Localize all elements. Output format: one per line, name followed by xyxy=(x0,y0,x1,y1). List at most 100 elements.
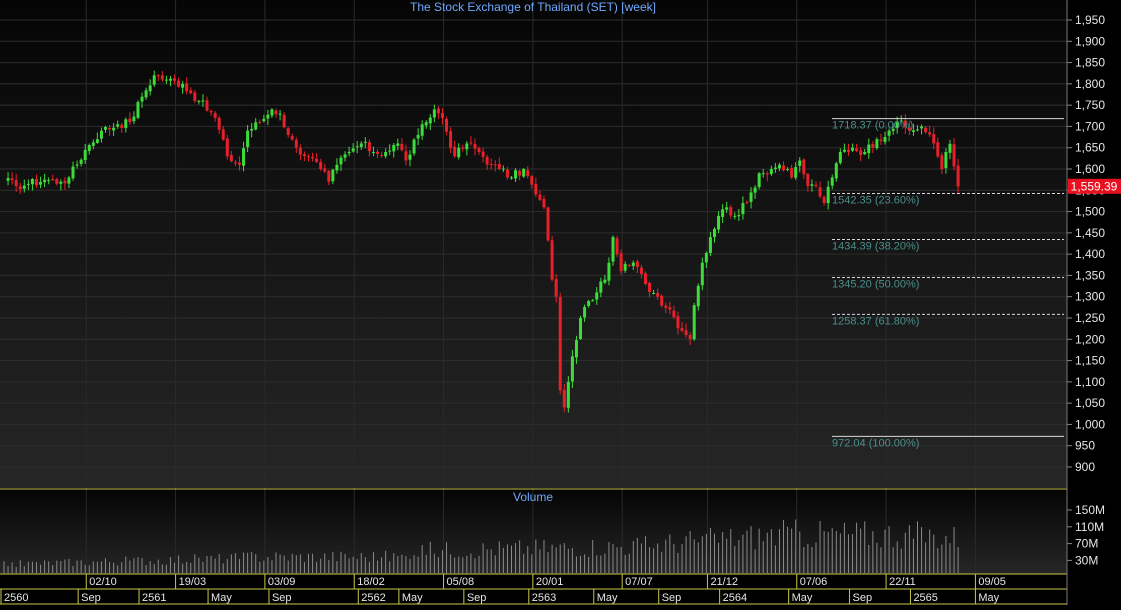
x-period-label: May xyxy=(978,592,999,604)
x-period-label: Sep xyxy=(81,592,101,604)
x-date-label: 02/10 xyxy=(89,576,117,588)
x-period-label: May xyxy=(792,592,813,604)
x-period-label: Sep xyxy=(853,592,873,604)
candle-body xyxy=(323,168,327,172)
x-period-label: May xyxy=(597,592,618,604)
price-tick-label: 1,650 xyxy=(1075,141,1105,155)
price-tick-label: 1,250 xyxy=(1075,311,1105,325)
candle-body xyxy=(838,151,842,163)
candle-body xyxy=(108,127,112,130)
candle-body xyxy=(461,147,465,149)
candle-body xyxy=(595,292,599,300)
candle-body xyxy=(270,109,274,116)
candle-body xyxy=(810,184,814,186)
x-period-label: 2562 xyxy=(361,592,385,604)
candle-body xyxy=(753,187,757,193)
candle-body xyxy=(404,151,408,161)
x-period-label: 2564 xyxy=(723,592,747,604)
candle-body xyxy=(761,173,765,175)
candle-body xyxy=(802,159,806,175)
price-tick-label: 900 xyxy=(1075,460,1095,474)
candle-body xyxy=(217,117,221,130)
candle-body xyxy=(956,165,960,187)
candle-body xyxy=(43,179,47,183)
candle-body xyxy=(538,194,542,200)
candle-body xyxy=(717,215,721,230)
candle-body xyxy=(574,340,578,358)
candle-body xyxy=(558,297,562,391)
x-date-label: 03/09 xyxy=(268,576,296,588)
candle-body xyxy=(672,310,676,318)
candle-body xyxy=(627,265,631,267)
candle-body xyxy=(948,143,952,153)
candle-body xyxy=(79,159,83,164)
last-price-marker: 1,559.39 xyxy=(1068,178,1121,194)
x-period-label: May xyxy=(402,592,423,604)
candle-body xyxy=(331,169,335,182)
candle-body xyxy=(903,120,907,128)
candle-body xyxy=(67,177,71,184)
candle-body xyxy=(911,130,915,132)
price-tick-label: 1,900 xyxy=(1075,34,1105,48)
candle-body xyxy=(867,144,871,154)
candle-body xyxy=(189,90,193,94)
candle-body xyxy=(39,181,43,185)
candle-body xyxy=(696,285,700,307)
candle-body xyxy=(160,75,164,80)
price-tick-label: 1,000 xyxy=(1075,417,1105,431)
x-period-label: 2565 xyxy=(913,592,937,604)
candle-body xyxy=(883,136,887,142)
last-price-label: 1,559.39 xyxy=(1071,179,1118,193)
candle-body xyxy=(449,131,453,148)
candle-body xyxy=(879,139,883,141)
candle-body xyxy=(668,307,672,310)
candle-body xyxy=(420,124,424,136)
candle-body xyxy=(818,187,822,197)
candle-body xyxy=(22,185,26,189)
candle-body xyxy=(684,330,688,336)
candle-body xyxy=(367,142,371,152)
candle-body xyxy=(798,160,802,166)
candle-body xyxy=(266,114,270,119)
candle-body xyxy=(71,166,75,179)
candle-body xyxy=(806,173,810,187)
candle-body xyxy=(871,143,875,148)
candle-body xyxy=(343,154,347,158)
candle-body xyxy=(274,110,278,115)
x-date-label: 19/03 xyxy=(179,576,207,588)
candle-body xyxy=(144,90,148,98)
candle-body xyxy=(782,165,786,171)
x-period-label: 2563 xyxy=(532,592,556,604)
candle-body xyxy=(209,110,213,113)
candle-body xyxy=(713,228,716,238)
candle-body xyxy=(140,96,144,102)
price-tick-label: 1,500 xyxy=(1075,205,1105,219)
candle-body xyxy=(185,83,189,92)
x-date-label: 20/01 xyxy=(536,576,564,588)
candle-body xyxy=(615,238,619,255)
candle-body xyxy=(534,183,538,195)
price-tick-label: 1,700 xyxy=(1075,119,1105,133)
candle-body xyxy=(501,168,505,170)
candle-body xyxy=(497,163,501,169)
candle-body xyxy=(124,119,128,129)
volume-title: Volume xyxy=(513,490,553,504)
candle-body xyxy=(721,209,725,217)
candle-body xyxy=(319,161,323,169)
candle-body xyxy=(51,179,55,181)
candle-body xyxy=(246,130,250,148)
candle-body xyxy=(193,92,197,101)
price-tick-label: 1,450 xyxy=(1075,226,1105,240)
candle-body xyxy=(440,113,444,118)
candle-body xyxy=(891,128,895,131)
candle-body xyxy=(168,78,172,81)
candle-body xyxy=(643,273,647,284)
candle-body xyxy=(631,262,635,267)
candle-body xyxy=(436,108,440,114)
candle-body xyxy=(355,146,359,148)
candle-body xyxy=(676,316,680,329)
x-date-label: 21/12 xyxy=(710,576,738,588)
candle-body xyxy=(213,113,217,118)
